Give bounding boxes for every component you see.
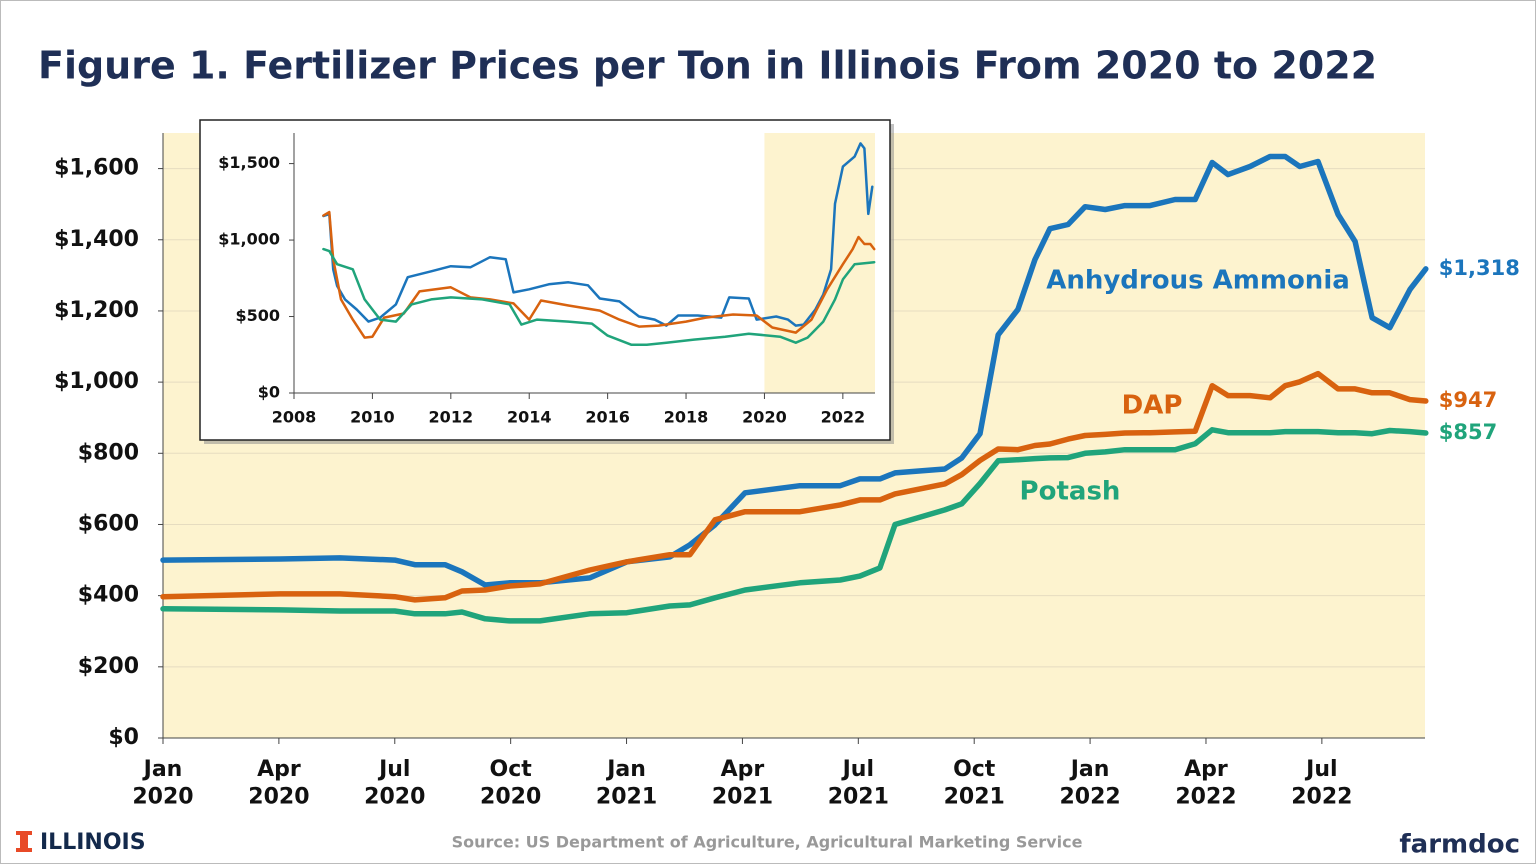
series-line [322, 247, 876, 346]
brand: farmdoc [1399, 830, 1520, 860]
x-tick-label: 2022 [821, 408, 866, 427]
y-tick-label: $1,200 [54, 298, 139, 323]
x-tick-label: Jul 2021 [828, 757, 889, 810]
y-tick-label: $800 [78, 440, 139, 465]
series-label: DAP [1122, 391, 1183, 421]
y-tick-label: $500 [235, 306, 280, 325]
y-tick-label: $1,600 [54, 156, 139, 181]
x-tick-label: Apr 2021 [712, 757, 773, 810]
series-line [160, 427, 1429, 624]
y-tick-label: $400 [78, 583, 139, 608]
x-tick-label: Jan 2022 [1059, 757, 1120, 810]
series-line [160, 370, 1429, 603]
x-tick-label: Apr 2022 [1175, 757, 1236, 810]
y-tick-label: $1,400 [54, 227, 139, 252]
chart-title: Figure 1. Fertilizer Prices per Ton in I… [38, 44, 1377, 88]
source-note: Source: US Department of Agriculture, Ag… [452, 833, 1083, 852]
logo-text: ILLINOIS [40, 830, 146, 855]
y-tick-label: $0 [258, 383, 280, 402]
inset-chart: $0 $500 $1,000 $1,500 2008 2010 2012 2014 2016 20… [199, 119, 894, 444]
series-line [160, 153, 1429, 588]
x-tick-label: Oct 2020 [480, 757, 541, 810]
y-tick-label: $600 [78, 511, 139, 536]
x-tick-label: 2020 [742, 408, 787, 427]
value-label: $1,318 [1439, 256, 1520, 280]
x-tick-label: 2008 [272, 408, 317, 427]
y-tick-label: $1,500 [218, 153, 280, 172]
x-tick-label: Jul 2022 [1291, 757, 1352, 810]
x-tick-label: Oct 2021 [944, 757, 1005, 810]
series-line [322, 210, 876, 339]
series-label: Potash [1020, 477, 1121, 507]
x-tick-label: Jan 2021 [596, 757, 657, 810]
x-tick-label: 2012 [429, 408, 474, 427]
value-label: $857 [1439, 420, 1497, 444]
illinois-logo: ILLINOIS [16, 830, 146, 855]
x-tick-label: Jul 2020 [364, 757, 425, 810]
y-tick-label: $200 [78, 654, 139, 679]
x-tick-label: 2014 [507, 408, 552, 427]
series-line [322, 142, 874, 327]
y-tick-label: $1,000 [54, 369, 139, 394]
logo-mark [16, 831, 32, 852]
y-tick-label: $1,000 [218, 230, 280, 249]
y-tick-label: $0 [108, 725, 139, 750]
x-tick-label: Apr 2020 [248, 757, 309, 810]
value-label: $947 [1439, 388, 1497, 412]
x-tick-label: 2018 [664, 408, 709, 427]
x-tick-label: 2016 [585, 408, 630, 427]
x-tick-label: Jan 2020 [132, 757, 193, 810]
x-tick-label: 2010 [350, 408, 395, 427]
series-label: Anhydrous Ammonia [1046, 266, 1350, 296]
